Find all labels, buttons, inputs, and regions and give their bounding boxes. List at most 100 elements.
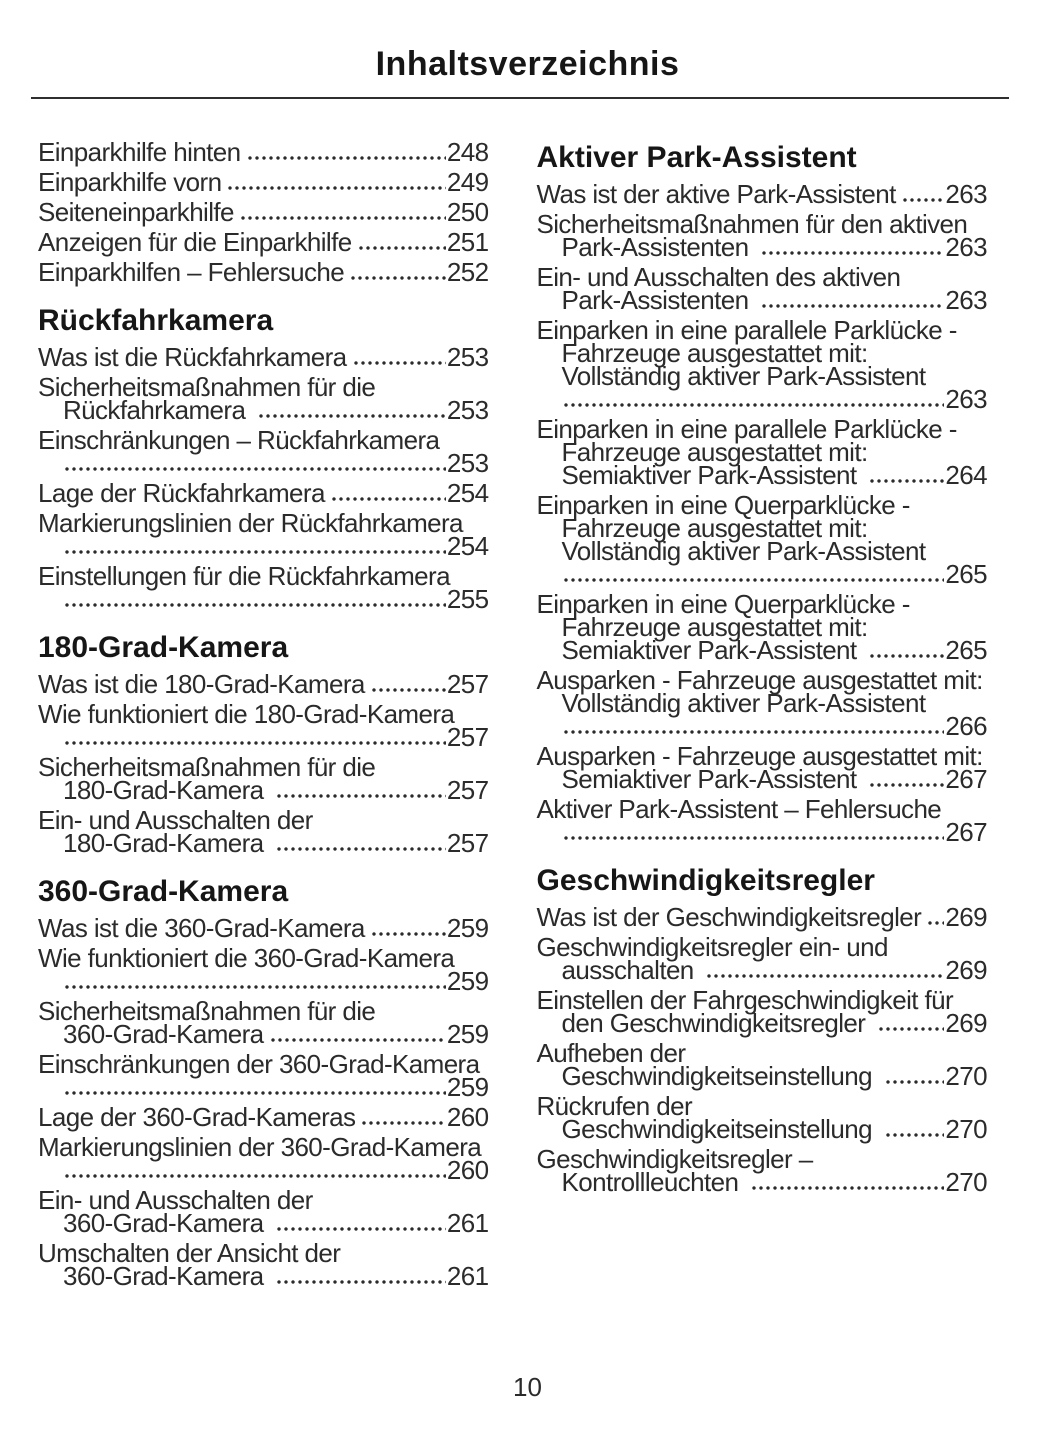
title-divider bbox=[31, 97, 1009, 99]
toc-entry-line: Geschwindigkeitseinstellung 270 bbox=[537, 1116, 988, 1142]
toc-entry-text: Rückrufen der bbox=[536, 1091, 693, 1121]
toc-page-number: 257 bbox=[446, 722, 489, 752]
toc-entry-line: Wie funktioniert die 180-Grad-Kamera bbox=[38, 701, 489, 727]
toc-page-number: 253 bbox=[446, 395, 489, 425]
toc-entry: Einparken in eine Querparklücke - Fahrzeu… bbox=[537, 591, 988, 665]
toc-entry-text: Einparken in eine Querparklücke - bbox=[536, 490, 911, 520]
toc-entry-line: Semiaktiver Park-Assistent 265 bbox=[537, 635, 988, 665]
toc-entry: Ein- und Ausschalten des aktiven Park-Ass… bbox=[537, 264, 988, 313]
toc-entry-text: Geschwindigkeitsregler – bbox=[536, 1144, 814, 1174]
toc-page-number: 257 bbox=[446, 775, 489, 805]
toc-entry-line: Einparken in eine Querparklücke - bbox=[536, 490, 988, 520]
toc-page-number: 267 bbox=[945, 817, 987, 847]
toc-entry-line: 254 bbox=[38, 533, 489, 559]
toc-entry: Markierungslinien der Rückfahrkamera 254 bbox=[38, 510, 489, 559]
toc-entry: Sicherheitsmaßnahmen für die Rückfahrkame… bbox=[38, 372, 489, 425]
toc-entry-text: Lage der 360-Grad-Kameras bbox=[38, 1102, 356, 1132]
toc-page-number: 270 bbox=[945, 1167, 987, 1197]
toc-entry-line: 267 bbox=[537, 817, 988, 847]
toc-entry-text: Einschränkungen – Rückfahrkamera bbox=[38, 425, 440, 455]
toc-entry: Einparkhilfe hinten 248 bbox=[38, 137, 489, 167]
toc-entry-line: 253 bbox=[38, 448, 489, 478]
toc-page-number: 250 bbox=[446, 197, 489, 227]
dot-leader bbox=[563, 729, 945, 735]
toc-entry-line: Park-Assistenten 263 bbox=[537, 232, 988, 262]
toc-entry-line: Was ist der Geschwindigkeitsregler 269 bbox=[537, 904, 988, 930]
toc-page-number: 249 bbox=[446, 167, 489, 197]
toc-entry-line: 255 bbox=[38, 584, 489, 614]
toc-entry-line: Semiaktiver Park-Assistent 267 bbox=[537, 764, 988, 794]
dot-leader bbox=[762, 303, 945, 309]
toc-entry: Wie funktioniert die 180-Grad-Kamera 257 bbox=[38, 701, 489, 752]
toc-entry-text: Einstellen der Fahrgeschwindigkeit für bbox=[536, 985, 954, 1015]
toc-page-number: 267 bbox=[945, 764, 987, 794]
toc-entry-line: Fahrzeuge ausgestattet mit: bbox=[537, 614, 988, 640]
toc-entry: Rückrufen der Geschwindigkeitseinstellung… bbox=[536, 1091, 988, 1142]
toc-entry-line: Sicherheitsmaßnahmen für die bbox=[38, 754, 489, 780]
dot-leader bbox=[751, 1185, 945, 1191]
dot-leader bbox=[563, 577, 945, 583]
toc-entry-line: 360-Grad-Kamera 261 bbox=[38, 1210, 489, 1236]
dot-leader bbox=[358, 245, 446, 251]
toc-entry-line: 259 bbox=[38, 1074, 489, 1100]
toc-entry-text: Einparkhilfe hinten bbox=[38, 137, 241, 167]
toc-entry-line: Einschränkungen – Rückfahrkamera bbox=[38, 425, 489, 455]
toc-entry-text: Sicherheitsmaßnahmen für die bbox=[38, 372, 376, 402]
toc-entry-text: Semiaktiver Park-Assistent bbox=[561, 635, 864, 665]
toc-page-number: 263 bbox=[945, 232, 987, 262]
toc-page-number: 263 bbox=[945, 384, 987, 414]
toc-entry: Einstellen der Fahrgeschwindigkeit für de… bbox=[536, 985, 988, 1036]
toc-entry-text: Wie funktioniert die 360-Grad-Kamera bbox=[38, 943, 455, 973]
toc-entry-line: 360-Grad-Kamera 259 bbox=[38, 1021, 489, 1047]
toc-entry-text: Einparken in eine parallele Parklücke - bbox=[536, 315, 958, 345]
toc-entry: Geschwindigkeitsregler – Kontrollleuchten… bbox=[536, 1144, 988, 1197]
dot-leader bbox=[870, 782, 945, 788]
dot-leader bbox=[65, 984, 446, 990]
dot-leader bbox=[371, 687, 446, 693]
toc-entry: Wie funktioniert die 360-Grad-Kamera 259 bbox=[38, 943, 489, 994]
toc-entry-line: Vollständig aktiver Park-Assistent bbox=[537, 538, 988, 564]
toc-entry-line: 263 bbox=[537, 384, 988, 414]
toc-entry-text: Ein- und Ausschalten der bbox=[38, 1185, 313, 1215]
toc-entry-line: Sicherheitsmaßnahmen für den aktiven bbox=[536, 209, 988, 239]
toc-columns: Einparkhilfe hinten 248 Einparkhilfe vorn 2… bbox=[0, 99, 1055, 1295]
toc-entry-text: Einparken in eine parallele Parklücke - bbox=[536, 414, 958, 444]
section-heading: Rückfahrkamera bbox=[38, 304, 274, 337]
section-heading: 180-Grad-Kamera bbox=[38, 631, 289, 664]
toc-entry-text: Markierungslinien der 360-Grad-Kamera bbox=[38, 1132, 482, 1162]
toc-entry-line: ausschalten 269 bbox=[537, 957, 988, 983]
toc-page-number: 264 bbox=[945, 460, 987, 490]
section-heading: Aktiver Park-Assistent bbox=[536, 141, 857, 174]
toc-entry: Ein- und Ausschalten der 180-Grad-Kamera … bbox=[38, 807, 489, 858]
toc-entry: Sicherheitsmaßnahmen für den aktiven Park… bbox=[536, 209, 988, 262]
toc-entry-line: Ausparken - Fahrzeuge ausgestattet mit: bbox=[537, 667, 988, 693]
toc-entry-line: Geschwindigkeitseinstellung 270 bbox=[537, 1063, 988, 1089]
toc-entry-line: Ein- und Ausschalten des aktiven bbox=[537, 264, 988, 290]
toc-entry-line: Einparken in eine parallele Parklücke - bbox=[536, 414, 988, 444]
dot-leader bbox=[65, 549, 446, 555]
toc-entry-text: 180-Grad-Kamera bbox=[63, 828, 271, 858]
toc-entry-line: Was ist der aktive Park-Assistent 263 bbox=[537, 181, 988, 207]
page-title: Inhaltsverzeichnis bbox=[375, 45, 680, 83]
toc-page-number: 255 bbox=[446, 584, 489, 614]
toc-entry-text: Einschränkungen der 360-Grad-Kamera bbox=[38, 1049, 480, 1079]
dot-leader bbox=[563, 835, 945, 841]
toc-entry: Einparkhilfe vorn 249 bbox=[38, 167, 489, 197]
toc-entry-text: Sicherheitsmaßnahmen für den aktiven bbox=[536, 209, 968, 239]
toc-entry: Sicherheitsmaßnahmen für die 360-Grad-Kam… bbox=[38, 998, 489, 1047]
toc-entry: Geschwindigkeitsregler ein- und ausschalt… bbox=[537, 934, 988, 983]
toc-entry-line: Vollständig aktiver Park-Assistent bbox=[537, 363, 988, 389]
dot-leader bbox=[277, 1279, 446, 1285]
toc-entry: Einparken in eine parallele Parklücke -F… bbox=[536, 315, 988, 414]
toc-entry: Was ist die Rückfahrkamera 253 bbox=[38, 344, 489, 370]
toc-entry-text: Kontrollleuchten bbox=[561, 1167, 745, 1197]
dot-leader bbox=[870, 653, 945, 659]
toc-entry-line: den Geschwindigkeitsregler 269 bbox=[537, 1010, 988, 1036]
toc-page-number: 253 bbox=[446, 448, 489, 478]
toc-entry-text: Was ist die 360-Grad-Kamera bbox=[38, 913, 365, 943]
toc-entry-text: Einstellungen für die Rückfahrkamera bbox=[38, 561, 451, 591]
toc-entry: Einparken in eine Querparklücke - Fahrzeu… bbox=[536, 490, 988, 587]
toc-entry-text: Aktiver Park-Assistent – Fehlersuche bbox=[536, 794, 942, 824]
dot-leader bbox=[228, 185, 446, 191]
toc-entry-text: Einparkhilfen – Fehlersuche bbox=[38, 257, 345, 287]
